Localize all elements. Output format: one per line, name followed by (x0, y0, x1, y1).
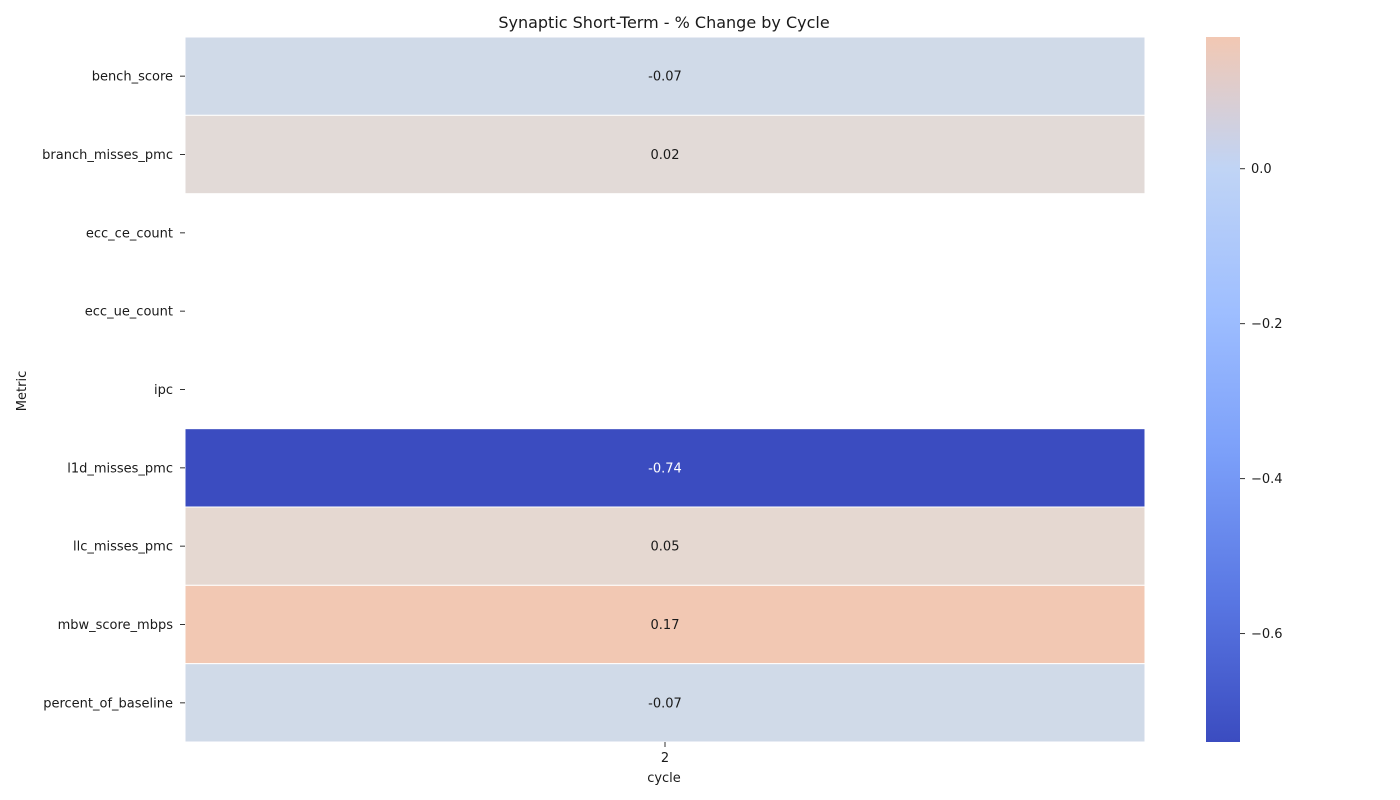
y-tick-labels: bench_score branch_misses_pmc ecc_ce_count… (42, 70, 185, 711)
heatmap-cell-mbw-score-mbps (184, 584, 1146, 665)
cell-annotation: -0.07 (648, 70, 682, 85)
y-tick-label: l1d_misses_pmc (67, 461, 173, 476)
colorbar-ticks: 0.0 −0.2 −0.4 −0.6 (1240, 162, 1283, 642)
y-tick-label: mbw_score_mbps (58, 618, 174, 633)
heatmap-cells: -0.07 0.02 -0.74 0.05 0.17 -0.07 (184, 36, 1146, 743)
chart-title: Synaptic Short-Term - % Change by Cycle (498, 13, 829, 32)
cell-annotation: -0.74 (648, 461, 682, 476)
cell-annotation: -0.07 (648, 696, 682, 711)
y-axis-label: Metric (15, 371, 30, 411)
cell-annotation: 0.05 (651, 540, 680, 555)
y-tick-label: bench_score (92, 70, 173, 85)
x-tick-label: 2 (661, 751, 669, 766)
cell-annotation: 0.02 (651, 148, 680, 163)
heatmap-cell-branch-misses-pmc (184, 114, 1146, 195)
heatmap-cell-l1d-misses-pmc (184, 428, 1146, 508)
x-tick-labels: 2 (661, 742, 669, 766)
colorbar-tick-label: −0.6 (1251, 627, 1283, 642)
y-tick-label: ipc (154, 383, 173, 398)
y-tick-label: ecc_ce_count (86, 226, 173, 241)
colorbar-tick-label: −0.2 (1251, 317, 1283, 332)
x-axis-label: cycle (647, 771, 681, 786)
y-tick-label: llc_misses_pmc (73, 540, 173, 555)
cell-annotation: 0.17 (651, 618, 680, 633)
colorbar-tick-label: 0.0 (1251, 162, 1272, 177)
y-tick-label: branch_misses_pmc (42, 148, 173, 163)
y-tick-label: percent_of_baseline (43, 696, 173, 711)
colorbar (1206, 37, 1240, 742)
colorbar-tick-label: −0.4 (1251, 472, 1283, 487)
y-tick-label: ecc_ue_count (85, 305, 173, 320)
heatmap-cell-percent-of-baseline (184, 663, 1146, 743)
heatmap-cell-llc-misses-pmc (184, 506, 1146, 586)
heatmap-cell-bench-score (184, 36, 1146, 116)
